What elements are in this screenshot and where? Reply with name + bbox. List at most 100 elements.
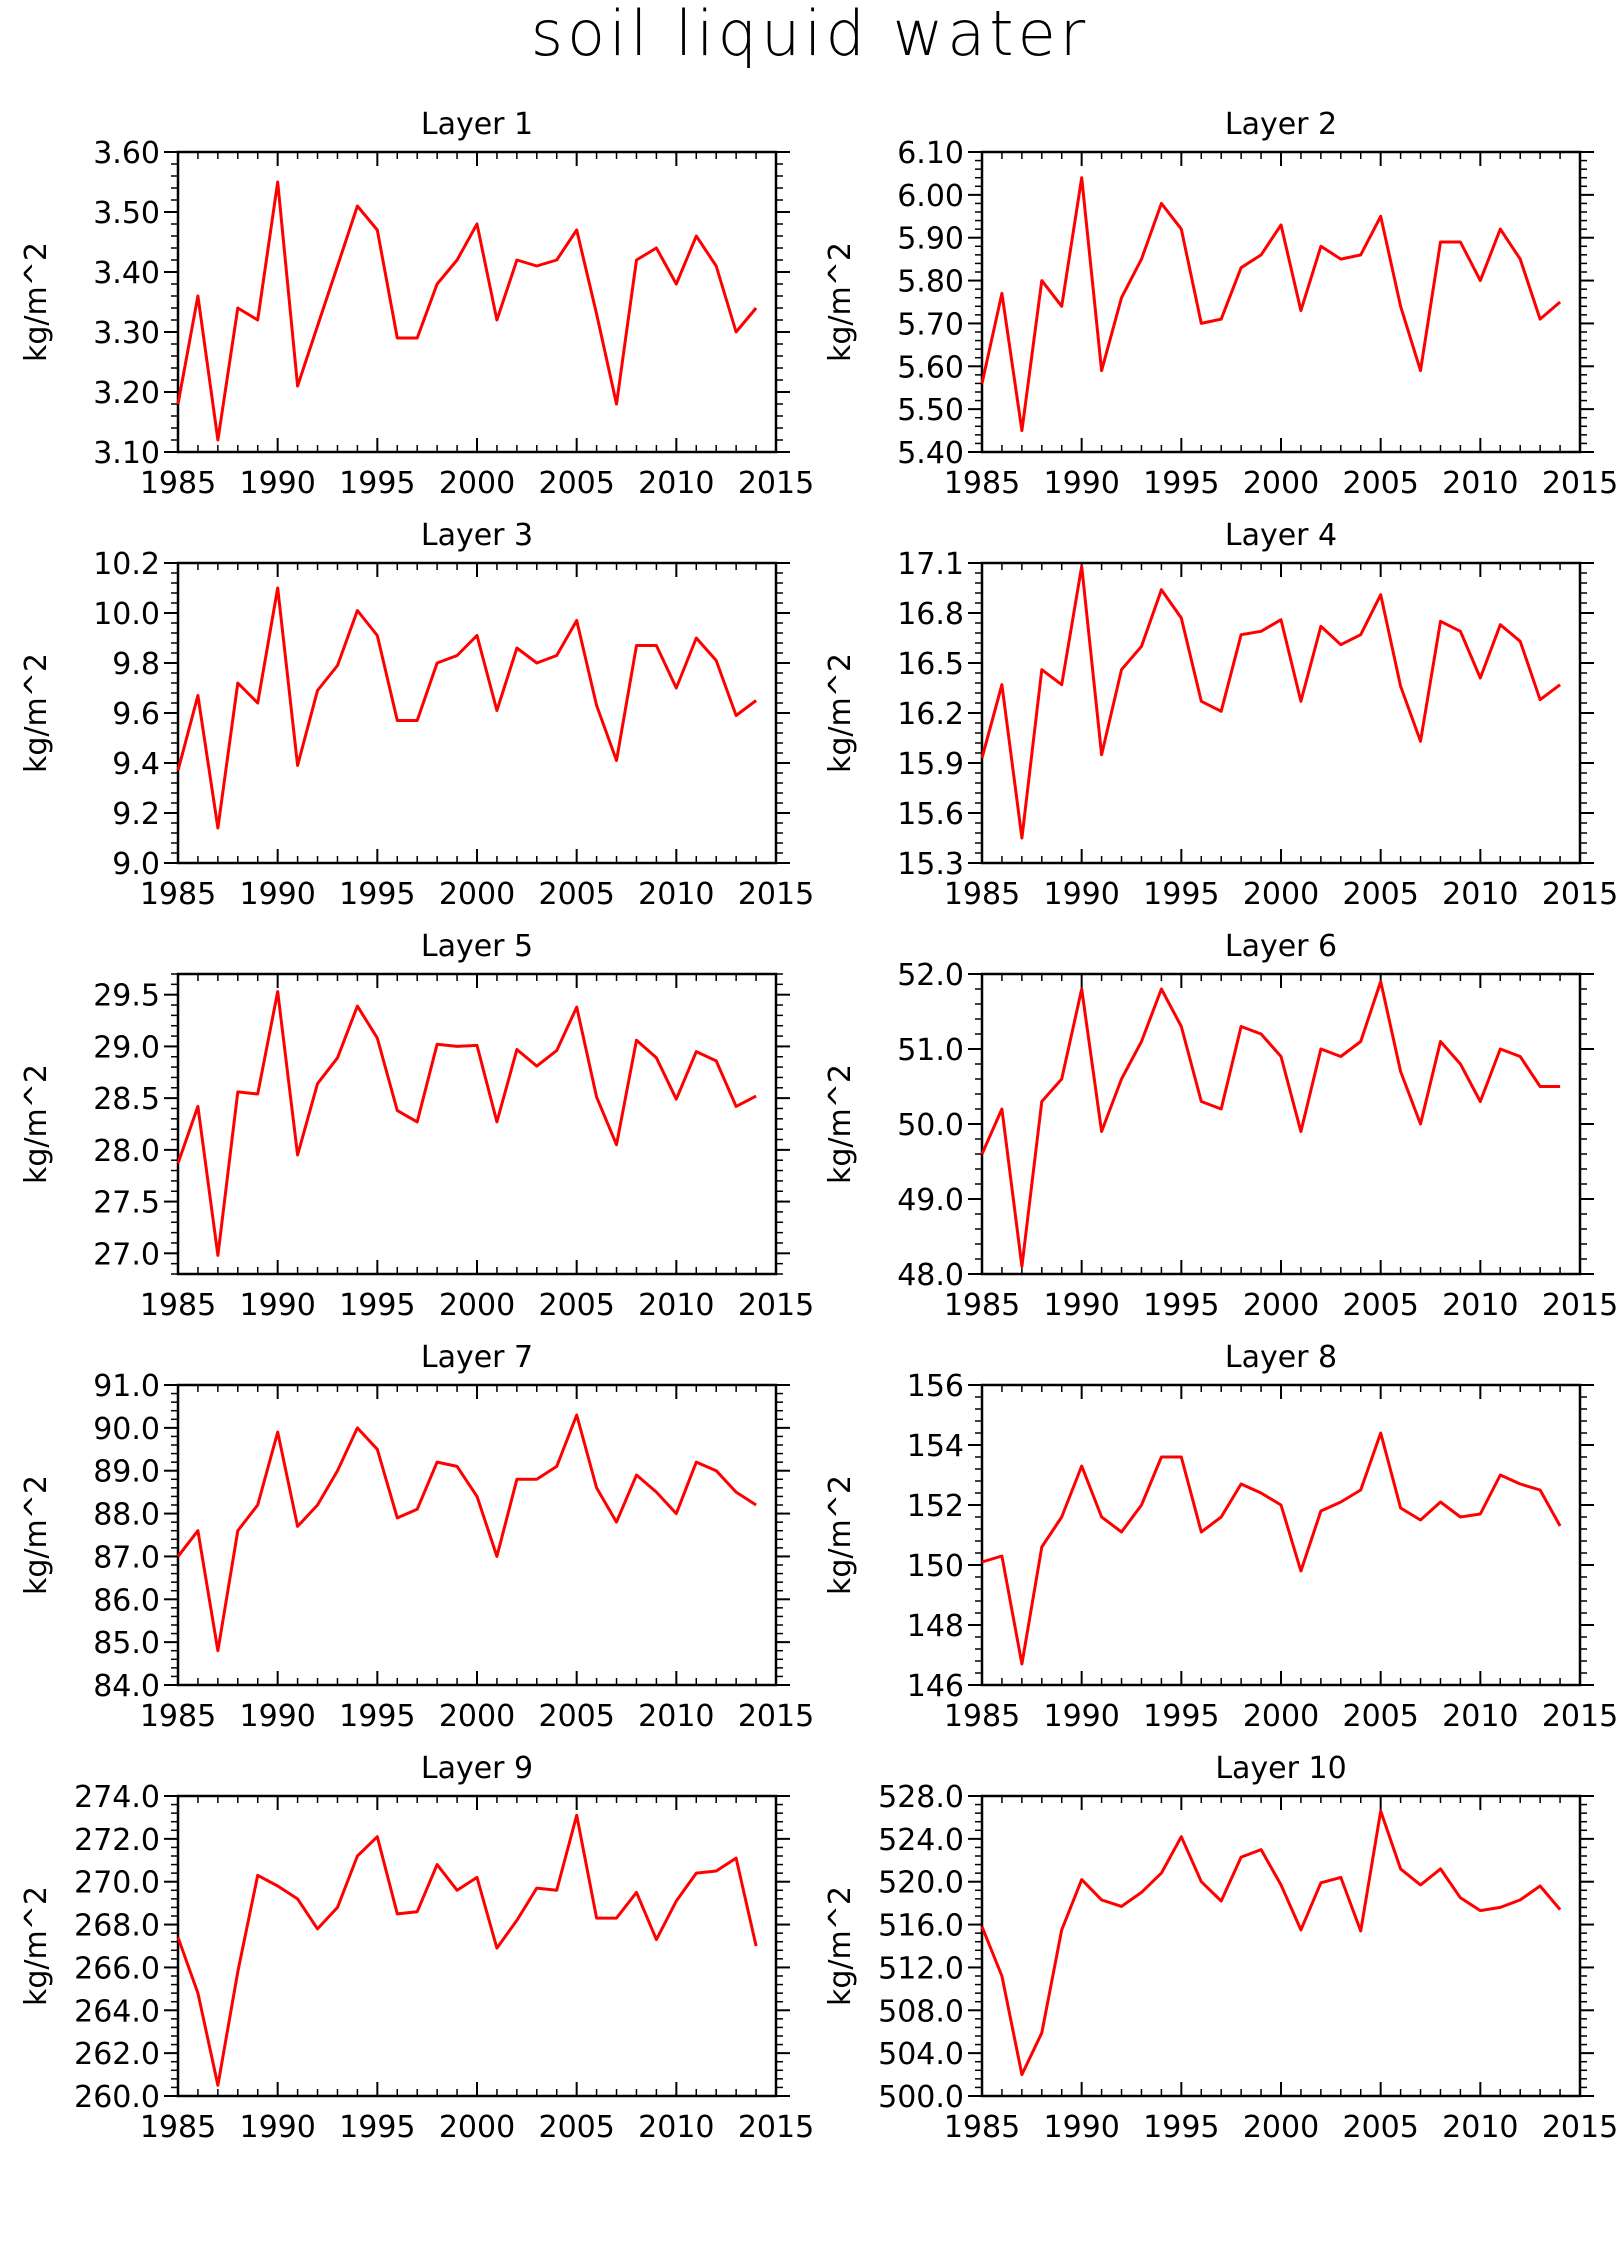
y-tick-label: 3.50 [93,196,160,231]
y-tick-label: 528.0 [878,1780,964,1815]
panel-layer-5: Layer 5 1985 1990 1995 2000 2005 2010 2015 27.0 2… [19,929,814,1323]
x-tick-label: 2015 [738,466,814,501]
x-tick-label: 2000 [439,2110,515,2145]
plot-frame [980,1794,1582,2098]
y-tick-label: 90.0 [93,1412,160,1447]
panel-layer-9: Layer 9 1985 1990 1995 2000 2005 2010 2015 260.0… [19,1751,814,2145]
plot-frame [980,561,1582,865]
y-tick-label: 88.0 [93,1498,160,1533]
x-tick-label: 2010 [1442,1699,1518,1734]
y-tick-label: 15.3 [897,847,964,882]
x-tick-label: 1995 [339,2110,415,2145]
x-tick-label: 2015 [1542,1699,1618,1734]
panel-layer-10: Layer 10 1985 1990 1995 2000 2005 2010 2015 500.… [823,1751,1618,2145]
y-tick-label: 91.0 [93,1369,160,1404]
x-tick-label: 2000 [1243,2110,1319,2145]
x-tick-label: 2000 [1243,1699,1319,1734]
plot-frame [176,972,778,1276]
y-tick-label: 9.8 [112,647,160,682]
panel-layer-4: Layer 4 1985 1990 1995 2000 2005 2010 2015 15.3 1… [823,518,1618,912]
x-tick-label: 1995 [1143,1699,1219,1734]
y-tick-label: 512.0 [878,1951,964,1986]
y-tick-label: 152 [907,1489,964,1524]
x-tick-label: 1985 [944,1699,1020,1734]
y-tick-label: 15.6 [897,797,964,832]
y-tick-label: 270.0 [74,1866,160,1901]
y-tick-label: 520.0 [878,1866,964,1901]
series-line [980,176,1562,433]
x-tick-label: 1995 [339,466,415,501]
y-tick-label: 48.0 [897,1258,964,1293]
x-tick-label: 1990 [239,1699,315,1734]
x-tick-label: 1990 [1043,1699,1119,1734]
y-tick-label: 9.2 [112,797,160,832]
panel-title: Layer 4 [1225,518,1337,553]
y-tick-label: 268.0 [74,1909,160,1944]
y-tick-label: 5.70 [897,307,964,342]
panel-title: Layer 6 [1225,929,1337,964]
y-tick-label: 89.0 [93,1455,160,1490]
plot-frame [176,150,778,454]
y-axis-label: kg/m^2 [823,1064,858,1184]
x-tick-label: 2015 [738,1699,814,1734]
y-tick-label: 9.0 [112,847,160,882]
x-tick-label: 2010 [638,877,714,912]
y-tick-label: 86.0 [93,1583,160,1618]
y-tick-label: 17.1 [897,547,964,582]
x-tick-label: 2015 [1542,2110,1618,2145]
y-tick-label: 29.0 [93,1030,160,1065]
y-tick-label: 260.0 [74,2080,160,2115]
y-tick-label: 3.10 [93,436,160,471]
y-tick-label: 272.0 [74,1823,160,1858]
panel-title: Layer 9 [421,1751,533,1786]
y-tick-label: 3.20 [93,376,160,411]
y-tick-label: 500.0 [878,2080,964,2115]
y-tick-label: 5.90 [897,222,964,257]
x-tick-label: 1990 [239,877,315,912]
y-tick-label: 10.0 [93,597,160,632]
panels: Layer 1 1985 1990 1995 2000 2005 2010 2015 3.10 3… [19,107,1618,2145]
x-tick-label: 2005 [538,877,614,912]
y-tick-label: 504.0 [878,2037,964,2072]
y-axis-label: kg/m^2 [823,1475,858,1595]
series-line [176,586,757,830]
y-tick-label: 3.60 [93,136,160,171]
y-tick-label: 15.9 [897,747,964,782]
x-tick-label: 1995 [339,877,415,912]
plot-frame [980,1383,1582,1687]
x-tick-label: 2005 [1342,1288,1418,1323]
y-tick-label: 10.2 [93,547,160,582]
panel-layer-6: Layer 6 1985 1990 1995 2000 2005 2010 2015 48.0 4… [823,929,1618,1323]
x-tick-label: 2010 [638,466,714,501]
y-tick-label: 27.5 [93,1186,160,1221]
y-axis-label: kg/m^2 [19,1475,54,1595]
y-tick-label: 9.6 [112,697,160,732]
x-tick-label: 1985 [944,1288,1020,1323]
y-tick-label: 5.40 [897,436,964,471]
y-tick-label: 16.5 [897,647,964,682]
x-tick-label: 2000 [439,1699,515,1734]
x-tick-label: 2005 [538,466,614,501]
y-tick-label: 150 [907,1549,964,1584]
panel-layer-8: Layer 8 1985 1990 1995 2000 2005 2010 2015 146 14… [823,1340,1618,1734]
panel-title: Layer 3 [421,518,533,553]
x-tick-label: 1995 [1143,1288,1219,1323]
panel-title: Layer 5 [421,929,533,964]
y-tick-label: 508.0 [878,1994,964,2029]
panel-title: Layer 2 [1225,107,1337,142]
plot-frame [176,1383,778,1687]
x-tick-label: 1990 [1043,877,1119,912]
plot-frame [176,1794,778,2098]
series-line [980,1809,1562,2077]
series-line [980,980,1561,1268]
panel-layer-2: Layer 2 1985 1990 1995 2000 2005 2010 2015 5.40 5… [823,107,1618,501]
y-tick-label: 85.0 [93,1626,160,1661]
plot-frame [176,561,778,865]
x-tick-label: 1985 [140,466,216,501]
x-tick-label: 1995 [1143,877,1219,912]
y-tick-label: 3.30 [93,316,160,351]
y-axis-label: kg/m^2 [19,1064,54,1184]
y-tick-label: 84.0 [93,1669,160,1704]
panel-title: Layer 10 [1215,1751,1346,1786]
